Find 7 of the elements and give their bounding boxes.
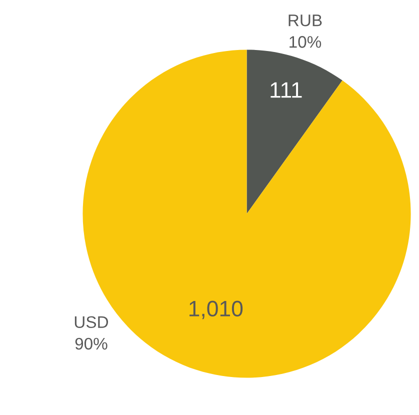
pie-slice [246, 50, 342, 214]
slice-label: RUB [288, 14, 322, 26]
data-label: 111 [270, 82, 302, 98]
text: 90% [75, 338, 108, 350]
slice-label: USD [74, 316, 108, 328]
text: 10% [290, 36, 322, 48]
data-label: 1,010 [190, 300, 243, 320]
